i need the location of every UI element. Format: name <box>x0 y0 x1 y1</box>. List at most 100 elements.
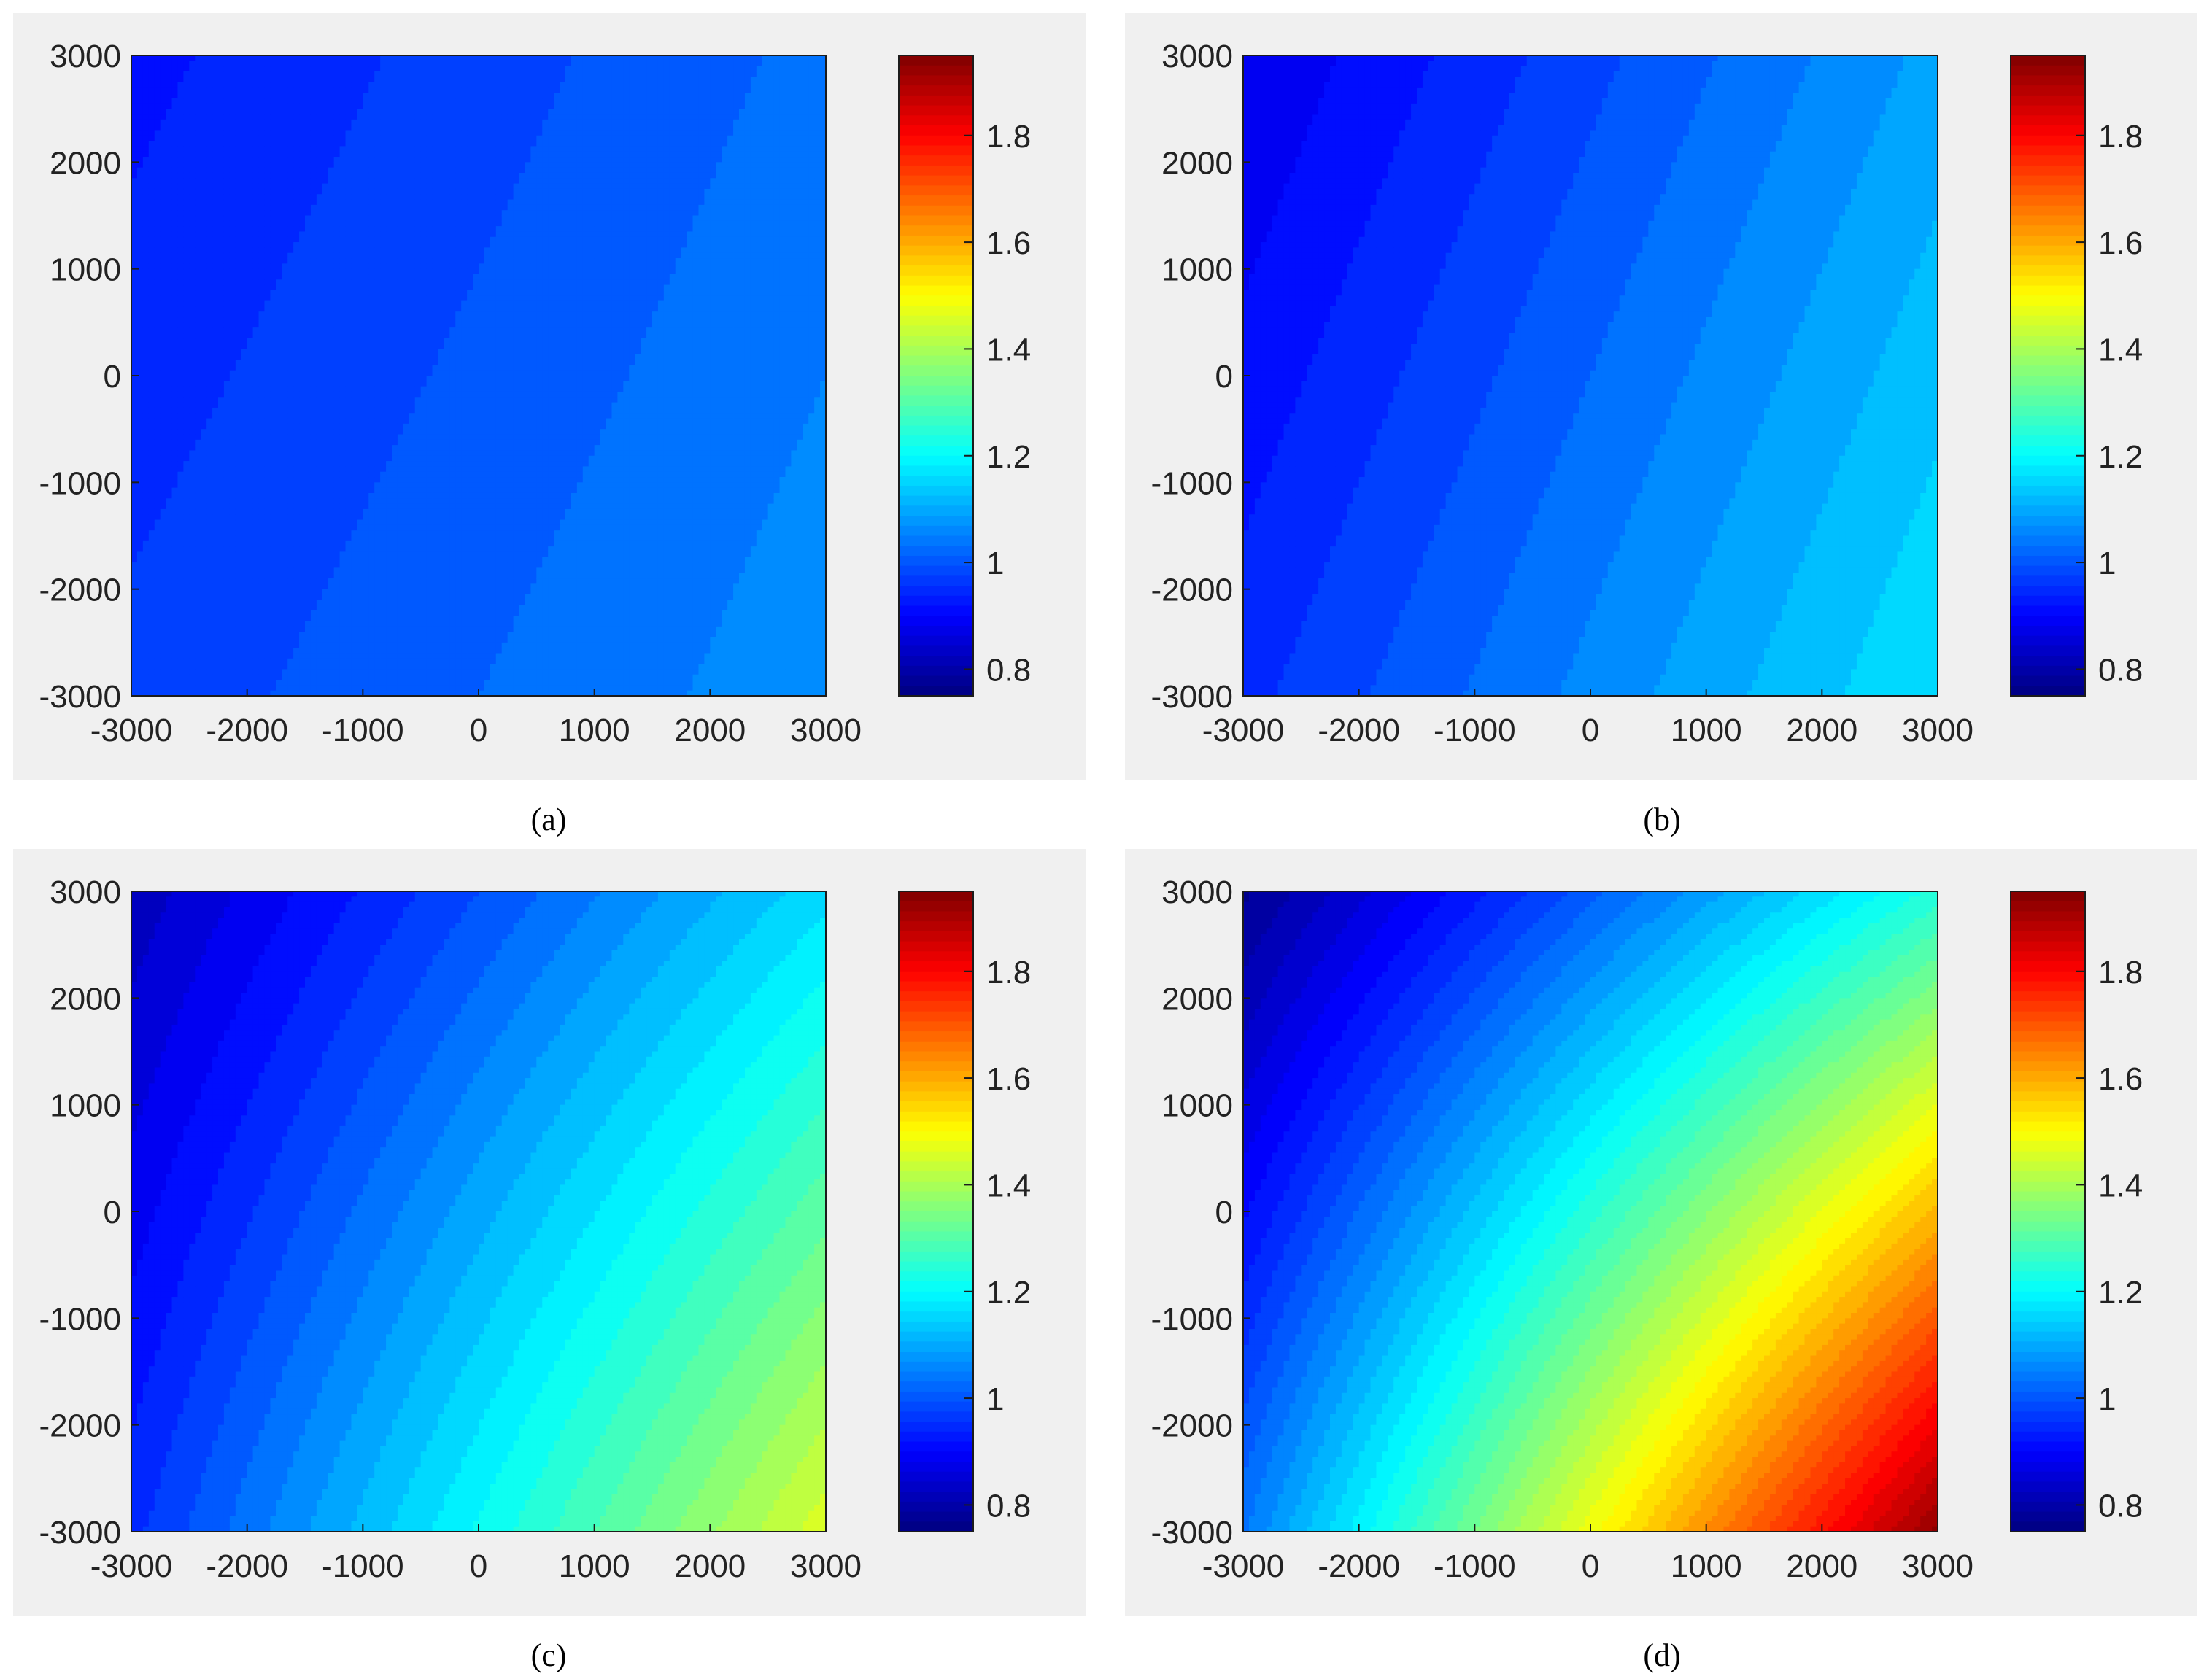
heatmap-cell <box>229 87 236 93</box>
heatmap-cell <box>276 220 282 227</box>
heatmap-cell <box>201 626 207 632</box>
heatmap-cell <box>316 263 323 270</box>
heatmap-cell <box>195 445 201 451</box>
heatmap-cell <box>189 183 196 190</box>
heatmap-cell <box>241 370 248 376</box>
heatmap-cell <box>247 135 254 141</box>
heatmap-cell <box>276 252 282 259</box>
heatmap-cell <box>229 498 236 505</box>
heatmap-cell <box>282 210 288 217</box>
heatmap-cell <box>229 82 236 88</box>
heatmap-cell <box>136 594 144 600</box>
heatmap-cell <box>223 295 231 302</box>
heatmap-cell <box>148 594 155 600</box>
heatmap-cell <box>357 109 363 115</box>
heatmap-cell <box>264 242 271 248</box>
heatmap-cell <box>252 125 260 131</box>
heatmap-cell <box>322 477 329 483</box>
heatmap-cell <box>310 391 317 398</box>
heatmap-cell <box>345 300 352 307</box>
heatmap-cell <box>252 514 260 521</box>
heatmap-cell <box>368 93 375 99</box>
heatmap-cell <box>252 365 260 371</box>
heatmap-cell <box>282 77 288 83</box>
heatmap-cell <box>154 77 161 83</box>
heatmap-cell <box>212 471 219 478</box>
heatmap-cell <box>299 557 306 563</box>
heatmap-cell <box>212 397 219 403</box>
heatmap-cell <box>136 429 144 435</box>
heatmap-cell <box>189 600 196 606</box>
heatmap-cell <box>282 477 288 483</box>
heatmap-cell <box>160 231 167 238</box>
heatmap-cell <box>276 637 282 643</box>
heatmap-cell <box>241 535 248 542</box>
heatmap-cell <box>206 450 213 457</box>
heatmap-cell <box>131 642 138 648</box>
heatmap-cell <box>287 600 294 606</box>
heatmap-cell <box>328 349 335 355</box>
heatmap-cell <box>345 295 352 302</box>
heatmap-cell <box>310 290 317 296</box>
heatmap-cell <box>189 573 196 579</box>
heatmap-cell <box>282 397 288 403</box>
heatmap-cell <box>212 648 219 654</box>
heatmap-cell <box>264 600 271 606</box>
heatmap-cell <box>368 407 375 414</box>
heatmap-cell <box>183 567 190 574</box>
heatmap-cell <box>363 167 369 174</box>
heatmap-cell <box>189 215 196 222</box>
heatmap-cell <box>351 162 357 168</box>
heatmap-cell <box>177 439 184 446</box>
heatmap-cell <box>195 434 201 441</box>
heatmap-cell <box>328 87 335 93</box>
heatmap-cell <box>206 87 213 93</box>
heatmap-cell <box>223 589 231 595</box>
heatmap-cell <box>218 98 225 104</box>
heatmap-cell <box>276 589 282 595</box>
heatmap-cell <box>171 600 179 606</box>
heatmap-cell <box>154 477 161 483</box>
heatmap-cell <box>293 306 300 312</box>
heatmap-cell <box>276 402 282 408</box>
heatmap-cell <box>282 557 288 563</box>
heatmap-cell <box>183 114 190 120</box>
heatmap-cell <box>218 109 225 115</box>
heatmap-cell <box>282 360 288 365</box>
heatmap-cell <box>171 535 179 542</box>
heatmap-cell <box>229 119 236 125</box>
heatmap-cell <box>235 535 242 542</box>
heatmap-cell <box>258 674 266 680</box>
heatmap-cell <box>131 183 138 190</box>
heatmap-cell <box>131 284 138 291</box>
heatmap-cell <box>299 429 306 435</box>
heatmap-cell <box>368 130 375 136</box>
heatmap-cell <box>189 616 196 622</box>
heatmap-cell <box>177 386 184 392</box>
heatmap-cell <box>148 664 155 670</box>
heatmap-cell <box>351 167 357 174</box>
heatmap-cell <box>235 429 242 435</box>
heatmap-cell <box>299 680 306 686</box>
heatmap-cell <box>229 194 236 201</box>
heatmap-cell <box>368 274 375 280</box>
heatmap-cell <box>293 664 300 670</box>
heatmap-cell <box>316 344 323 350</box>
heatmap-cell <box>357 93 363 99</box>
heatmap-cell <box>142 450 150 457</box>
heatmap-cell <box>177 333 184 339</box>
heatmap-cell <box>368 98 375 104</box>
heatmap-cell <box>136 300 144 307</box>
heatmap-cell <box>136 204 144 211</box>
heatmap-cell <box>363 642 369 648</box>
heatmap-cell <box>264 381 271 387</box>
heatmap-cell <box>299 530 306 537</box>
heatmap-cell <box>299 77 306 83</box>
heatmap-cell <box>368 360 375 365</box>
heatmap-cell <box>264 540 271 547</box>
heatmap-cell <box>171 386 179 392</box>
heatmap-cell <box>270 119 276 125</box>
heatmap-cell <box>131 477 138 483</box>
heatmap-cell <box>264 594 271 600</box>
heatmap-cell <box>235 157 242 163</box>
